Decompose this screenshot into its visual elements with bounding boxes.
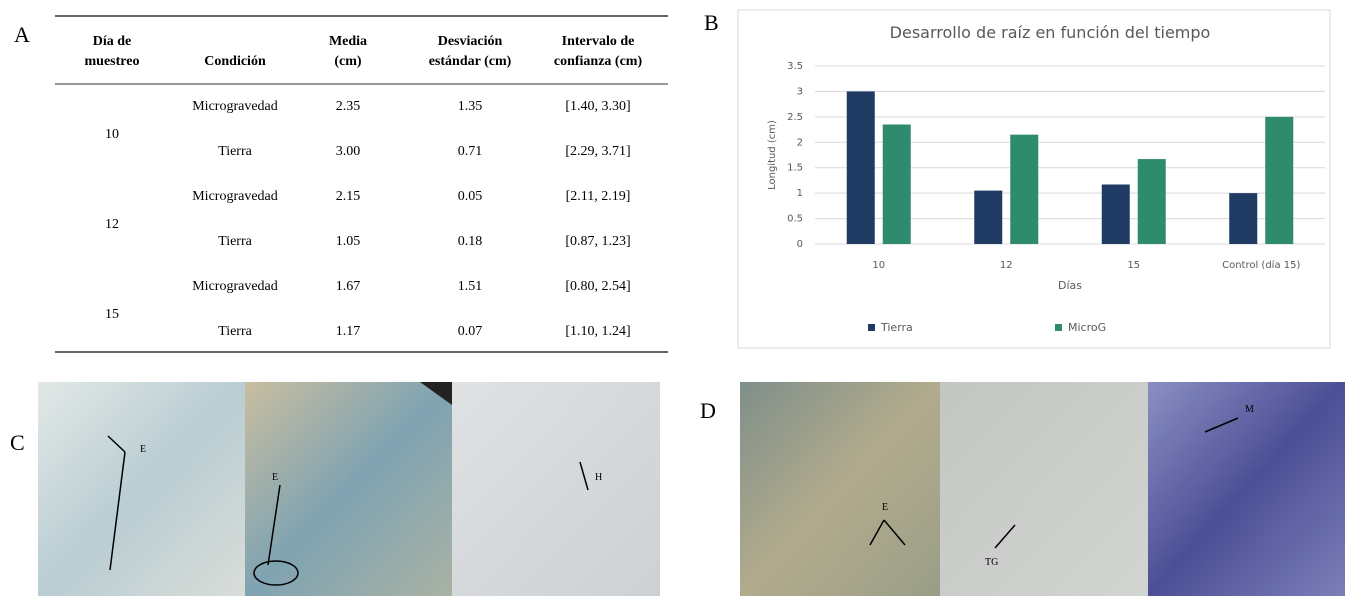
- table-header: Intervalo de confianza (cm): [554, 34, 643, 69]
- table-cell: Tierra: [218, 234, 252, 249]
- table-cell: 1.17: [336, 324, 361, 339]
- table-cell: [2.29, 3.71]: [565, 144, 630, 159]
- chart-title: Desarrollo de raíz en función del tiempo: [890, 23, 1211, 42]
- header-line: confianza (cm): [554, 54, 643, 69]
- table-header: Condición: [204, 54, 266, 69]
- table-cell: 1.51: [458, 279, 483, 294]
- table-header: Desviación estándar (cm): [429, 34, 512, 69]
- micrograph-label: H: [595, 472, 602, 483]
- page: A B C D Día de muestreo Condición Media (cm) Desv…: [0, 0, 1345, 596]
- micrograph-label: E: [272, 472, 278, 483]
- photo: [38, 382, 245, 596]
- table-cell: Tierra: [218, 324, 252, 339]
- photo: [245, 382, 452, 596]
- bar: [1102, 184, 1130, 244]
- y-tick-label: 2.5: [787, 112, 803, 123]
- table-cell: 1.05: [336, 234, 361, 249]
- legend-swatch: [868, 324, 875, 331]
- bar: [847, 91, 875, 244]
- legend-label: Tierra: [880, 321, 913, 334]
- header-line: Intervalo de: [562, 34, 635, 49]
- table-cell: 2.35: [336, 99, 361, 114]
- y-tick-label: 3.5: [787, 61, 803, 72]
- x-axis-label: Días: [1058, 279, 1082, 292]
- x-tick-label: 12: [1000, 260, 1013, 271]
- bar: [1010, 135, 1038, 244]
- table-cell: 10: [105, 127, 119, 142]
- y-tick-label: 3: [797, 86, 803, 97]
- micrograph-label: M: [1245, 404, 1254, 415]
- table-cell: 12: [105, 217, 119, 232]
- y-tick-label: 0.5: [787, 214, 803, 225]
- header-line: Media: [329, 34, 367, 49]
- table-cell: Tierra: [218, 144, 252, 159]
- table-cell: [1.40, 3.30]: [565, 99, 630, 114]
- table-cell: 1.67: [336, 279, 361, 294]
- panel-label: B: [704, 10, 719, 35]
- x-tick-label: 15: [1127, 260, 1140, 271]
- header-line: muestreo: [85, 54, 140, 69]
- table-cell: 2.15: [336, 189, 361, 204]
- table-cell: 1.35: [458, 99, 483, 114]
- table-cell: Microgravedad: [192, 99, 278, 114]
- y-tick-label: 1: [797, 188, 803, 199]
- table-cell: [2.11, 2.19]: [566, 189, 631, 204]
- table-cell: 0.05: [458, 189, 483, 204]
- micrograph-label: TG: [985, 557, 998, 568]
- table-cell: 0.71: [458, 144, 483, 159]
- header-line: Desviación: [438, 34, 503, 49]
- table-cell: [0.87, 1.23]: [565, 234, 630, 249]
- bar: [1229, 193, 1257, 244]
- bar: [1138, 159, 1166, 244]
- panel-label: A: [14, 22, 30, 47]
- table-cell: 3.00: [336, 144, 361, 159]
- y-tick-label: 0: [797, 239, 803, 250]
- panel-label: D: [700, 398, 716, 423]
- header-line: Día de: [93, 34, 132, 49]
- table-header: Día de muestreo: [85, 34, 140, 69]
- table-cell: Microgravedad: [192, 279, 278, 294]
- table-cell: [1.10, 1.24]: [565, 324, 630, 339]
- header-line: (cm): [334, 54, 362, 69]
- x-tick-label: 10: [872, 260, 885, 271]
- photo: [940, 382, 1148, 596]
- table-cell: 0.07: [458, 324, 483, 339]
- micrographs: [38, 382, 1345, 596]
- photo: [452, 382, 660, 596]
- y-tick-label: 2: [797, 137, 803, 148]
- table-header: Media (cm): [329, 34, 367, 69]
- legend-swatch: [1055, 324, 1062, 331]
- panel-label: C: [10, 430, 25, 455]
- table-cell: [0.80, 2.54]: [565, 279, 630, 294]
- bar: [883, 124, 911, 244]
- x-tick-label: Control (día 15): [1222, 259, 1300, 271]
- micrograph-label: E: [140, 444, 146, 455]
- table-cell: 15: [105, 307, 119, 322]
- header-line: Condición: [204, 54, 266, 69]
- bar: [1265, 117, 1293, 244]
- header-line: estándar (cm): [429, 54, 512, 69]
- bar: [974, 191, 1002, 244]
- legend-label: MicroG: [1068, 321, 1106, 334]
- photo: [740, 382, 940, 596]
- figure: A B C D Día de muestreo Condición Media (cm) Desv…: [0, 0, 1345, 596]
- table-cell: 0.18: [458, 234, 483, 249]
- table-cell: Microgravedad: [192, 189, 278, 204]
- y-axis-label: Longitud (cm): [767, 120, 778, 190]
- micrograph-label: E: [882, 502, 888, 513]
- y-tick-label: 1.5: [787, 163, 803, 174]
